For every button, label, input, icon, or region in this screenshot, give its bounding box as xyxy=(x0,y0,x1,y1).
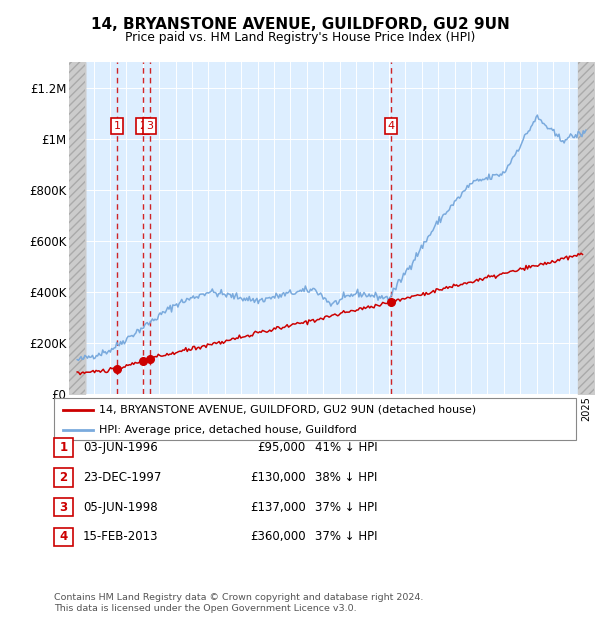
Text: Contains HM Land Registry data © Crown copyright and database right 2024.
This d: Contains HM Land Registry data © Crown c… xyxy=(54,593,424,613)
Text: 4: 4 xyxy=(59,531,68,543)
Text: HPI: Average price, detached house, Guildford: HPI: Average price, detached house, Guil… xyxy=(99,425,357,435)
Text: £360,000: £360,000 xyxy=(250,531,306,543)
Text: £137,000: £137,000 xyxy=(250,501,306,513)
Text: 2: 2 xyxy=(139,121,146,131)
Bar xyxy=(69,62,85,394)
Text: 3: 3 xyxy=(146,121,153,131)
Text: 1: 1 xyxy=(113,121,121,131)
Text: 4: 4 xyxy=(388,121,394,131)
Text: £95,000: £95,000 xyxy=(258,441,306,454)
Text: 41% ↓ HPI: 41% ↓ HPI xyxy=(315,441,377,454)
Text: 37% ↓ HPI: 37% ↓ HPI xyxy=(315,501,377,513)
Text: 23-DEC-1997: 23-DEC-1997 xyxy=(83,471,161,484)
Bar xyxy=(578,62,594,394)
Text: 05-JUN-1998: 05-JUN-1998 xyxy=(83,501,157,513)
Text: 14, BRYANSTONE AVENUE, GUILDFORD, GU2 9UN: 14, BRYANSTONE AVENUE, GUILDFORD, GU2 9U… xyxy=(91,17,509,32)
Text: 15-FEB-2013: 15-FEB-2013 xyxy=(83,531,158,543)
Text: Price paid vs. HM Land Registry's House Price Index (HPI): Price paid vs. HM Land Registry's House … xyxy=(125,31,475,44)
Text: 1: 1 xyxy=(59,441,68,454)
Text: 38% ↓ HPI: 38% ↓ HPI xyxy=(315,471,377,484)
Text: £130,000: £130,000 xyxy=(250,471,306,484)
Bar xyxy=(69,62,85,394)
Text: 2: 2 xyxy=(59,471,68,484)
Text: 03-JUN-1996: 03-JUN-1996 xyxy=(83,441,158,454)
Text: 37% ↓ HPI: 37% ↓ HPI xyxy=(315,531,377,543)
Text: 3: 3 xyxy=(59,501,68,513)
Text: 14, BRYANSTONE AVENUE, GUILDFORD, GU2 9UN (detached house): 14, BRYANSTONE AVENUE, GUILDFORD, GU2 9U… xyxy=(99,405,476,415)
